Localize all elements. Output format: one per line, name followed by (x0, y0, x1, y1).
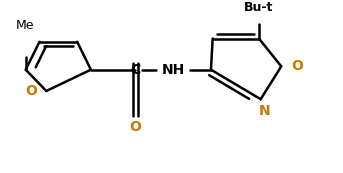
Text: O: O (25, 84, 37, 98)
Text: C: C (130, 63, 141, 77)
Text: Bu-t: Bu-t (244, 1, 274, 14)
Text: O: O (130, 120, 141, 134)
Text: N: N (258, 104, 270, 118)
Text: NH: NH (162, 63, 185, 77)
Text: O: O (291, 59, 303, 73)
Text: Me: Me (15, 19, 34, 32)
